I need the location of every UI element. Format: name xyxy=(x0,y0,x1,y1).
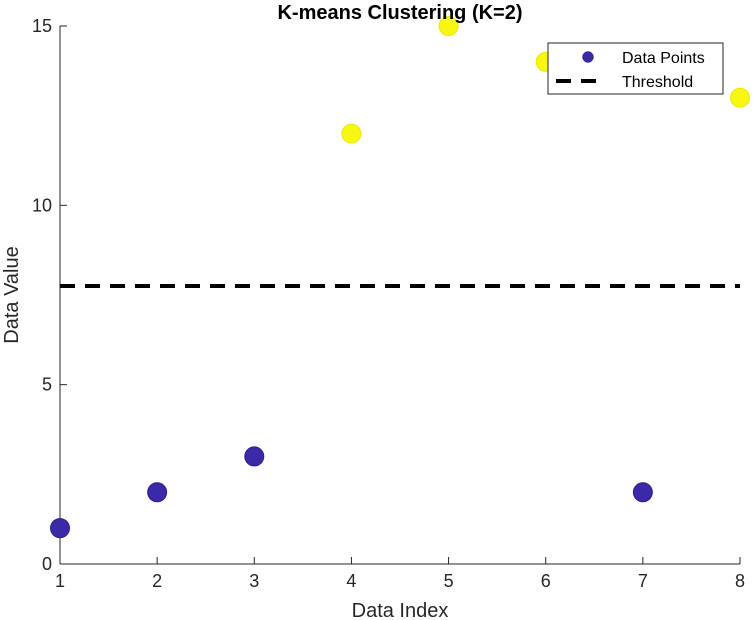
data-point xyxy=(632,482,653,503)
data-point xyxy=(147,482,168,503)
data-point xyxy=(438,16,459,36)
chart-title: K-means Clustering (K=2) xyxy=(277,2,522,24)
data-point xyxy=(341,123,362,144)
ticks: 1 2 3 4 5 6 7 8 0 5 10 15 xyxy=(32,16,745,591)
x-tick-label: 2 xyxy=(152,571,162,591)
data-point xyxy=(730,87,750,108)
x-tick-label: 1 xyxy=(55,571,65,591)
x-tick-label: 8 xyxy=(735,571,745,591)
legend-marker-data-points xyxy=(582,51,594,63)
x-axis-label: Data Index xyxy=(352,600,449,620)
y-tick-label: 0 xyxy=(42,554,52,574)
legend-label-threshold: Threshold xyxy=(622,74,693,91)
x-tick-label: 4 xyxy=(346,571,356,591)
x-tick-label: 7 xyxy=(638,571,648,591)
data-points xyxy=(50,16,750,539)
legend: Data Points Threshold xyxy=(547,42,724,95)
legend-label-data-points: Data Points xyxy=(622,50,705,67)
x-tick-label: 6 xyxy=(541,571,551,591)
y-axis-label: Data Value xyxy=(1,246,23,343)
data-point xyxy=(244,446,265,467)
y-tick-label: 10 xyxy=(32,195,52,215)
axes xyxy=(59,26,740,565)
x-tick-label: 3 xyxy=(249,571,259,591)
legend-box xyxy=(547,42,724,95)
y-tick-label: 15 xyxy=(32,16,52,36)
x-tick-label: 5 xyxy=(444,571,454,591)
y-tick-label: 5 xyxy=(42,375,52,395)
data-point xyxy=(50,518,70,539)
